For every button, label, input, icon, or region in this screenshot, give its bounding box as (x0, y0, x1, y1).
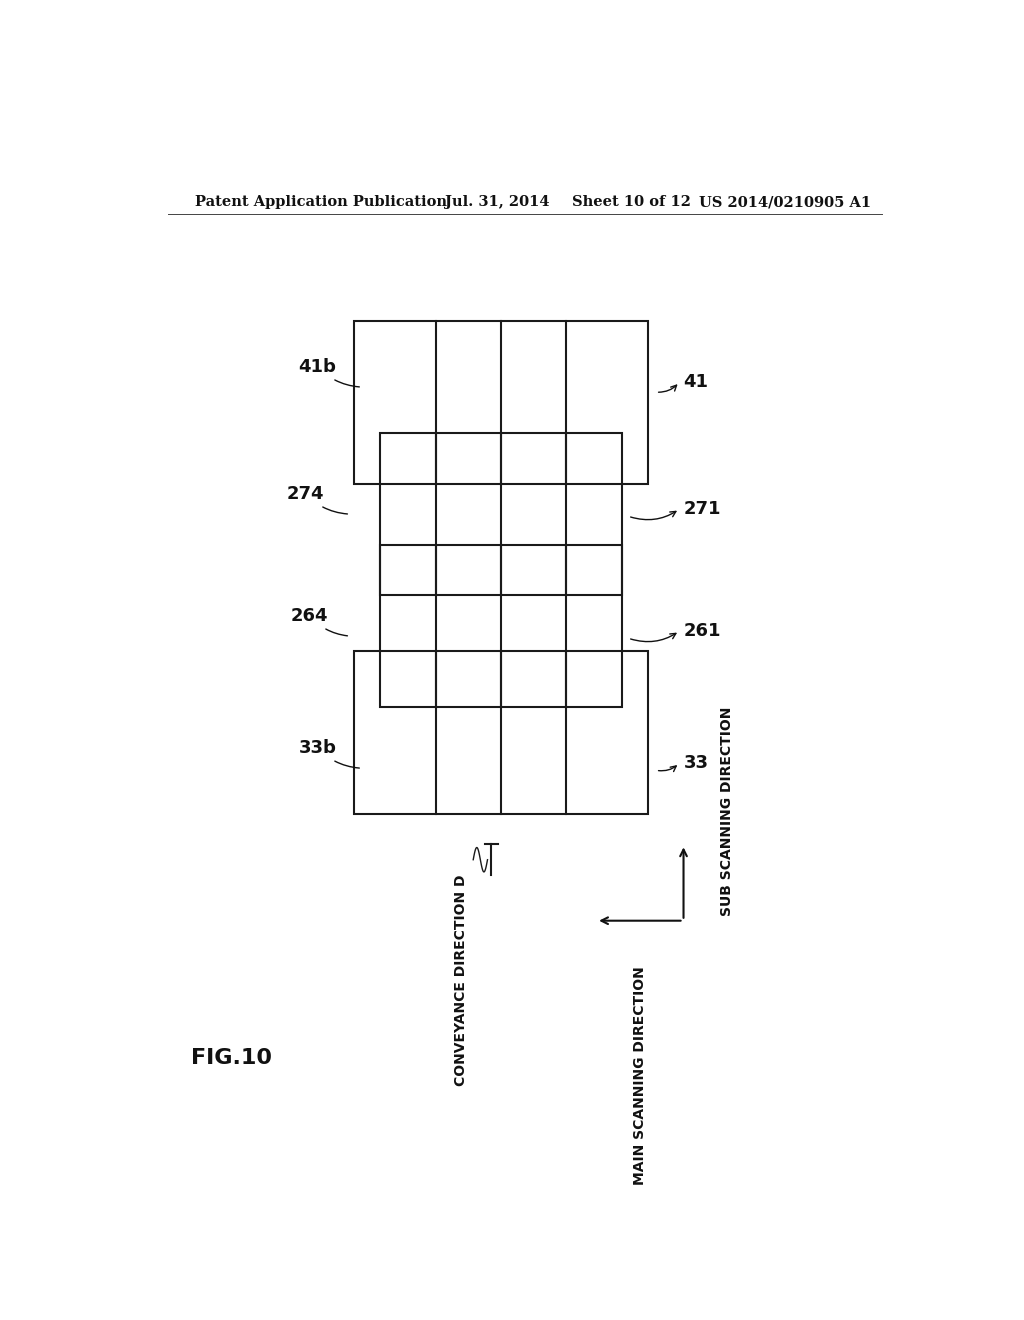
Text: MAIN SCANNING DIRECTION: MAIN SCANNING DIRECTION (633, 966, 647, 1185)
Text: 264: 264 (291, 607, 347, 636)
Bar (380, 545, 622, 708)
Text: 33: 33 (684, 754, 709, 772)
Text: SUB SCANNING DIRECTION: SUB SCANNING DIRECTION (720, 706, 734, 916)
Text: 271: 271 (684, 500, 721, 517)
Text: 261: 261 (684, 622, 721, 640)
Text: CONVEYANCE DIRECTION D: CONVEYANCE DIRECTION D (455, 875, 468, 1086)
Text: Sheet 10 of 12: Sheet 10 of 12 (572, 195, 691, 209)
Text: Patent Application Publication: Patent Application Publication (196, 195, 447, 209)
Bar (380, 433, 622, 595)
Text: 274: 274 (287, 484, 347, 513)
Bar (354, 321, 648, 483)
Text: Jul. 31, 2014: Jul. 31, 2014 (445, 195, 550, 209)
Text: 33b: 33b (299, 739, 359, 768)
Text: 41b: 41b (299, 358, 359, 387)
Text: US 2014/0210905 A1: US 2014/0210905 A1 (699, 195, 871, 209)
Text: FIG.10: FIG.10 (191, 1048, 272, 1068)
Bar (354, 651, 648, 814)
Text: 41: 41 (684, 374, 709, 391)
